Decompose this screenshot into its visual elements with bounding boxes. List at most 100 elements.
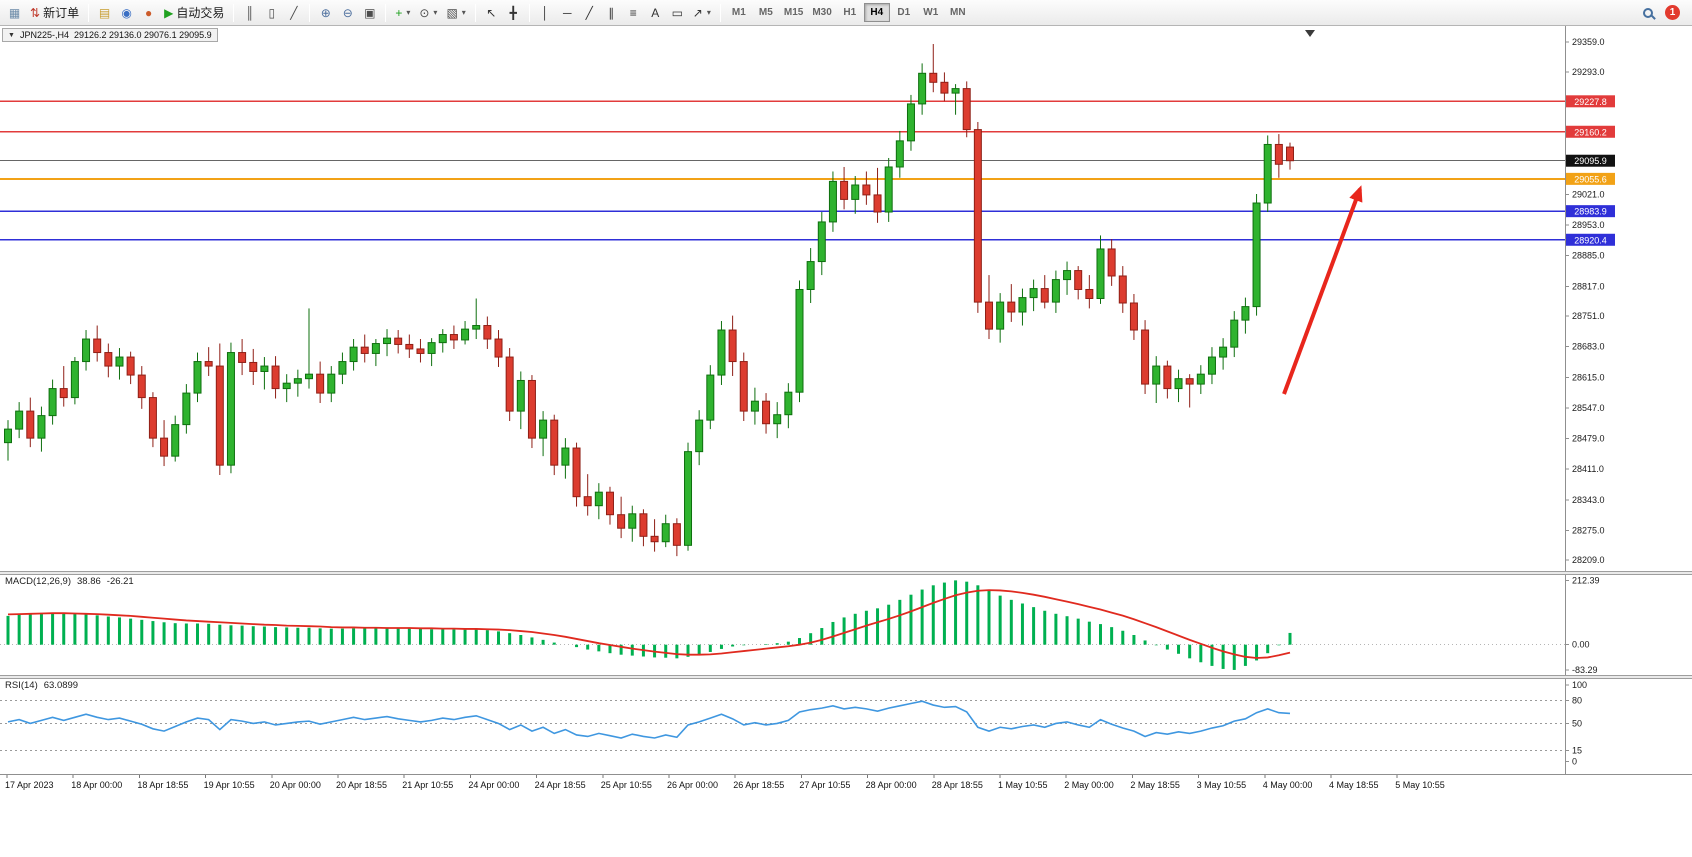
toolbar-separator bbox=[528, 3, 530, 22]
bar-chart-icon: ║ bbox=[245, 5, 255, 20]
fibonacci-icon: ≡ bbox=[629, 5, 637, 20]
candlestick-chart-icon: ▯ bbox=[268, 5, 276, 20]
price-badge bbox=[1566, 154, 1615, 167]
timeframe-m1[interactable]: M1 bbox=[726, 3, 752, 22]
search-icon bbox=[1642, 7, 1653, 18]
toolbar: ▦ ⇅ 新订单 ▤ ◉ ● ▶ 自动交易 ║ ▯ ╱ ⊕ ⊖ ▣ + ▾ ⊙ ▾ ▧ ▾ ↖ ╋ │ ─ ╱ ∥ ≡ A ▭ ↗ ▾ M1 M5… bbox=[0, 0, 1692, 26]
caret-down-icon: ▾ bbox=[706, 8, 711, 17]
timeframe-m15[interactable]: M15 bbox=[780, 3, 807, 22]
search-button[interactable] bbox=[1637, 3, 1658, 23]
svg-text:28683.0: 28683.0 bbox=[1572, 342, 1605, 352]
price-badge bbox=[1566, 125, 1615, 138]
periods-icon: ⊙ bbox=[419, 5, 430, 20]
new-order-button[interactable]: ⇅ 新订单 bbox=[26, 3, 83, 23]
line-chart-icon: ╱ bbox=[290, 5, 298, 20]
profiles-button[interactable]: ◉ bbox=[116, 3, 137, 23]
caret-down-icon: ▾ bbox=[461, 8, 466, 17]
toolbar-separator bbox=[88, 3, 90, 22]
timeframe-h4[interactable]: H4 bbox=[863, 3, 890, 22]
svg-text:28 Apr 18:55: 28 Apr 18:55 bbox=[932, 780, 983, 790]
timeframe-mn[interactable]: MN bbox=[945, 3, 971, 22]
line-chart-button[interactable]: ╱ bbox=[283, 3, 304, 23]
autotrading-button[interactable]: ▶ 自动交易 bbox=[160, 3, 228, 23]
svg-text:17 Apr 2023: 17 Apr 2023 bbox=[5, 780, 54, 790]
macd-value: 38.86 bbox=[77, 576, 101, 587]
svg-text:19 Apr 10:55: 19 Apr 10:55 bbox=[204, 780, 255, 790]
indicators-button[interactable]: + ▾ bbox=[391, 3, 414, 23]
svg-text:28343.0: 28343.0 bbox=[1572, 495, 1605, 505]
panel-divider-macd[interactable] bbox=[0, 571, 1692, 575]
toolbar-separator bbox=[233, 3, 235, 22]
notification-badge[interactable]: 1 bbox=[1665, 5, 1680, 20]
toolbar-separator bbox=[719, 3, 721, 22]
svg-text:15: 15 bbox=[1572, 745, 1582, 755]
cursor-button[interactable]: ↖ bbox=[481, 3, 502, 23]
price-chart-canvas[interactable]: 29359.0 29293.0 29021.0 28953.0 28885.0 28817… bbox=[0, 26, 1692, 571]
svg-text:28547.0: 28547.0 bbox=[1572, 403, 1605, 413]
svg-text:50: 50 bbox=[1572, 718, 1582, 728]
autotrading-label: 自动交易 bbox=[176, 6, 225, 20]
svg-text:27 Apr 10:55: 27 Apr 10:55 bbox=[799, 780, 850, 790]
chart-title-tab: ▼ JPN225-,H4 29126.2 29136.0 29076.1 290… bbox=[2, 28, 218, 42]
timeframe-w1[interactable]: W1 bbox=[918, 3, 944, 22]
svg-text:212.39: 212.39 bbox=[1572, 575, 1600, 585]
timeframe-m5[interactable]: M5 bbox=[753, 3, 779, 22]
timeframe-d1[interactable]: D1 bbox=[891, 3, 917, 22]
zoom-in-button[interactable]: ⊕ bbox=[315, 3, 336, 23]
toolbar-separator bbox=[474, 3, 476, 22]
crosshair-button[interactable]: ╋ bbox=[503, 3, 524, 23]
timeframe-h1[interactable]: H1 bbox=[837, 3, 863, 22]
text-label-button[interactable]: ▭ bbox=[667, 3, 688, 23]
macd-canvas[interactable]: 212.39 0.00 -83.29 bbox=[0, 575, 1692, 675]
svg-text:20 Apr 18:55: 20 Apr 18:55 bbox=[336, 780, 387, 790]
fibonacci-button[interactable]: ≡ bbox=[623, 3, 644, 23]
profiles-icon: ◉ bbox=[121, 5, 132, 20]
svg-text:0.00: 0.00 bbox=[1572, 640, 1590, 650]
toolbar-separator bbox=[309, 3, 311, 22]
zoom-out-button[interactable]: ⊖ bbox=[337, 3, 358, 23]
rsi-canvas[interactable]: 100 80 50 15 0 bbox=[0, 679, 1692, 774]
mql-editor-icon: ▤ bbox=[98, 5, 111, 20]
timeframe-m30[interactable]: M30 bbox=[808, 3, 835, 22]
cursor-icon: ↖ bbox=[486, 5, 497, 20]
channel-button[interactable]: ∥ bbox=[601, 3, 622, 23]
svg-text:28615.0: 28615.0 bbox=[1572, 372, 1605, 382]
svg-text:28817.0: 28817.0 bbox=[1572, 281, 1605, 291]
svg-text:28983.9: 28983.9 bbox=[1574, 207, 1607, 217]
price-badge bbox=[1566, 95, 1615, 108]
toolbar-separator bbox=[385, 3, 387, 22]
vertical-line-button[interactable]: │ bbox=[535, 3, 556, 23]
rsi-value: 63.0899 bbox=[43, 680, 79, 691]
macd-label: MACD(12,26,9) bbox=[5, 576, 71, 587]
candlestick-chart-button[interactable]: ▯ bbox=[261, 3, 282, 23]
periods-button[interactable]: ⊙ ▾ bbox=[415, 3, 441, 23]
tile-windows-button[interactable]: ▣ bbox=[359, 3, 380, 23]
mql-editor-button[interactable]: ▤ bbox=[94, 3, 115, 23]
templates-button[interactable]: ▧ ▾ bbox=[442, 3, 469, 23]
panel-divider-rsi[interactable] bbox=[0, 675, 1692, 679]
macd-signal-value: -26.21 bbox=[106, 576, 134, 587]
price-badge bbox=[1566, 172, 1615, 185]
market-button[interactable]: ● bbox=[138, 3, 159, 23]
arrows-button[interactable]: ↗ ▾ bbox=[689, 3, 715, 23]
horizontal-line-button[interactable]: ─ bbox=[557, 3, 578, 23]
svg-text:20 Apr 00:00: 20 Apr 00:00 bbox=[270, 780, 321, 790]
macd-panel: 212.39 0.00 -83.29 MACD(12,26,9) 38.86 -26… bbox=[0, 575, 1692, 675]
svg-text:28411.0: 28411.0 bbox=[1572, 464, 1604, 474]
new-chart-button[interactable]: ▦ bbox=[4, 3, 25, 23]
price-chart-panel: 29359.0 29293.0 29021.0 28953.0 28885.0 28817… bbox=[0, 26, 1692, 571]
time-axis[interactable]: 17 Apr 2023 18 Apr 00:00 18 Apr 18:55 19 Ap… bbox=[0, 774, 1692, 791]
text-label-icon: ▭ bbox=[671, 5, 683, 20]
indicators-icon: + bbox=[395, 5, 403, 20]
trendline-button[interactable]: ╱ bbox=[579, 3, 600, 23]
svg-text:1 May 10:55: 1 May 10:55 bbox=[998, 780, 1048, 790]
collapse-icon[interactable]: ▼ bbox=[8, 31, 15, 39]
svg-text:21 Apr 10:55: 21 Apr 10:55 bbox=[402, 780, 453, 790]
svg-text:4 May 00:00: 4 May 00:00 bbox=[1263, 780, 1313, 790]
window-background bbox=[0, 791, 1692, 857]
bar-chart-button[interactable]: ║ bbox=[239, 3, 260, 23]
text-button[interactable]: A bbox=[645, 3, 666, 23]
svg-text:28751.0: 28751.0 bbox=[1572, 311, 1605, 321]
svg-text:28275.0: 28275.0 bbox=[1572, 525, 1605, 535]
svg-text:-83.29: -83.29 bbox=[1572, 665, 1598, 675]
